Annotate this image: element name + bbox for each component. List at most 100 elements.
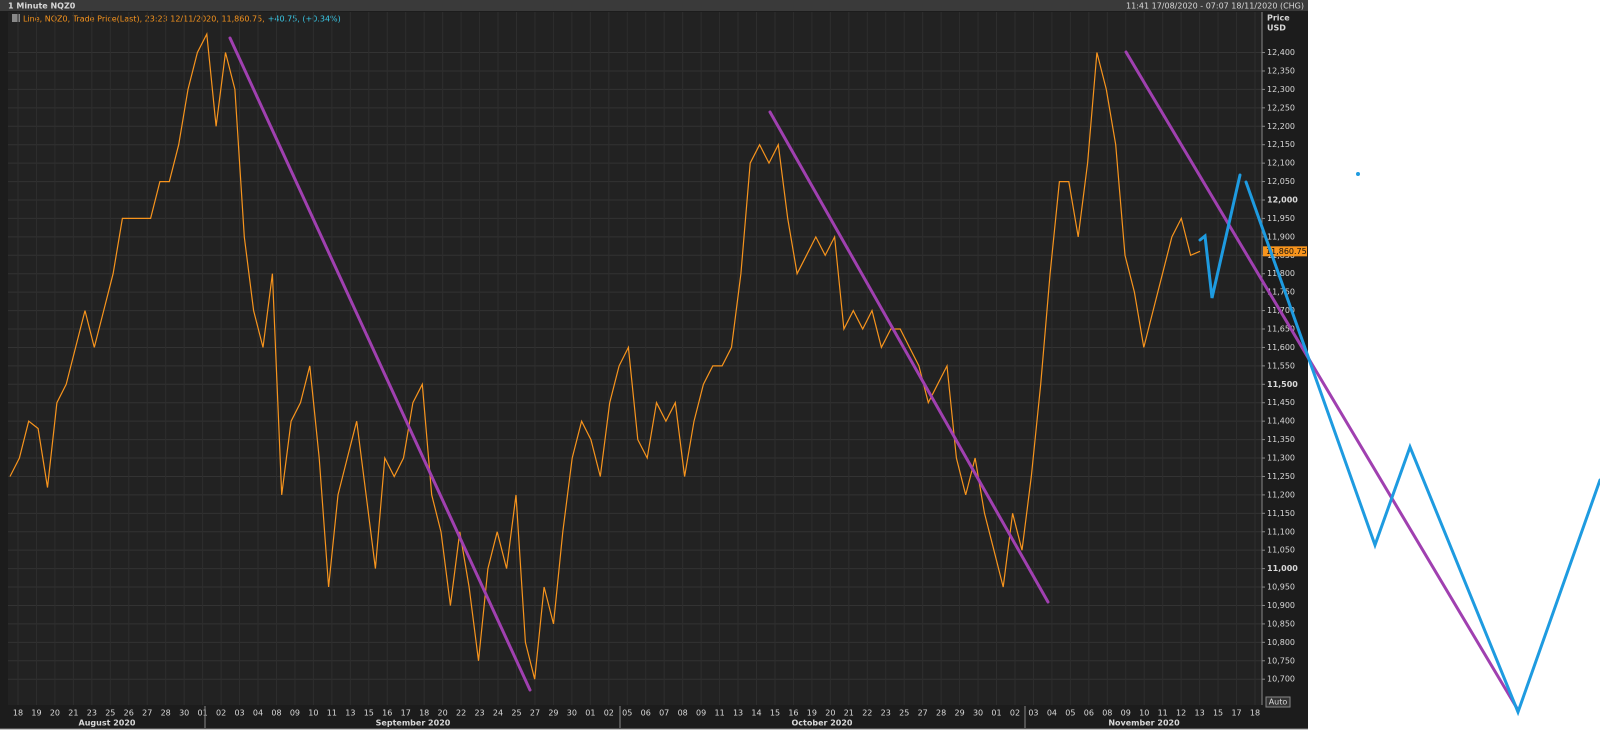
x-tick-label: 13	[345, 709, 355, 718]
projection-dot	[1356, 172, 1360, 176]
x-tick-label: 20	[50, 709, 60, 718]
y-tick-label: 12,150	[1267, 140, 1295, 149]
change: +40.75, (+0.34%)	[268, 15, 341, 24]
y-tick-label: 10,850	[1267, 619, 1295, 628]
x-tick-label: 08	[678, 709, 688, 718]
x-tick-label: 21	[844, 709, 854, 718]
month-label: November 2020	[1108, 719, 1180, 728]
y-tick-label: 11,800	[1267, 269, 1295, 278]
x-tick-label: 21	[68, 709, 78, 718]
x-tick-label: 06	[641, 709, 651, 718]
last-price-label: 11,860.75	[1266, 247, 1307, 256]
x-tick-label: 25	[105, 709, 115, 718]
y-unit: USD	[1267, 24, 1286, 33]
legend-icon	[12, 14, 20, 22]
annotations	[228, 36, 1600, 717]
x-tick-label: 17	[401, 709, 411, 718]
y-tick-label: 11,150	[1267, 509, 1295, 518]
x-tick-label: 01	[198, 709, 208, 718]
y-tick-label: 10,900	[1267, 601, 1295, 610]
x-tick-label: 18	[1250, 709, 1260, 718]
x-tick-label: 01	[585, 709, 595, 718]
x-tick-label: 29	[955, 709, 965, 718]
x-tick-label: 09	[696, 709, 706, 718]
y-label: Price	[1267, 14, 1290, 23]
x-tick-label: 18	[13, 709, 23, 718]
x-tick-label: 24	[493, 709, 503, 718]
x-tick-label: 23	[881, 709, 891, 718]
x-tick-label: 03	[1028, 709, 1038, 718]
y-tick-label: 12,050	[1267, 177, 1295, 186]
x-tick-label: 22	[862, 709, 872, 718]
legend: Line, NQZ0, Trade Price(Last), 23:23 12/…	[23, 15, 265, 24]
y-tick-label: 11,250	[1267, 472, 1295, 481]
x-tick-label: 18	[419, 709, 429, 718]
y-tick-label: 11,350	[1267, 435, 1295, 444]
x-tick-label: 04	[1047, 709, 1057, 718]
x-tick-label: 11	[327, 709, 337, 718]
y-tick-label: 12,300	[1267, 85, 1295, 94]
y-tick-label: 11,950	[1267, 214, 1295, 223]
chart-title: 1 Minute NQZ0	[8, 2, 76, 11]
x-tick-label: 15	[364, 709, 374, 718]
y-tick-label: 11,000	[1267, 564, 1298, 573]
auto-button-label[interactable]: Auto	[1269, 698, 1288, 707]
y-tick-label: 11,600	[1267, 343, 1295, 352]
y-tick-label: 11,550	[1267, 361, 1295, 370]
y-tick-label: 11,100	[1267, 527, 1295, 536]
y-tick-label: 11,900	[1267, 232, 1295, 241]
x-tick-label: 23	[87, 709, 97, 718]
x-tick-label: 15	[770, 709, 780, 718]
x-tick-label: 09	[290, 709, 300, 718]
x-tick-label: 25	[899, 709, 909, 718]
x-tick-label: 11	[1158, 709, 1168, 718]
x-tick-label: 01	[991, 709, 1001, 718]
x-tick-label: 13	[733, 709, 743, 718]
trend-line	[228, 36, 532, 692]
x-tick-label: 04	[253, 709, 263, 718]
y-tick-label: 12,350	[1267, 66, 1295, 75]
x-tick-label: 05	[1065, 709, 1075, 718]
month-label: August 2020	[79, 719, 136, 728]
x-tick-label: 23	[474, 709, 484, 718]
y-tick-label: 11,200	[1267, 490, 1295, 499]
trend-line	[768, 110, 1050, 604]
y-tick-label: 11,300	[1267, 454, 1295, 463]
x-tick-label: 27	[530, 709, 540, 718]
x-tick-label: 30	[179, 709, 189, 718]
y-tick-label: 11,650	[1267, 325, 1295, 334]
x-tick-label: 20	[438, 709, 448, 718]
x-tick-label: 20	[825, 709, 835, 718]
x-tick-label: 25	[511, 709, 521, 718]
month-label: October 2020	[791, 719, 852, 728]
y-tick-label: 11,400	[1267, 417, 1295, 426]
x-tick-label: 08	[1102, 709, 1112, 718]
x-tick-label: 07	[659, 709, 669, 718]
title-bar	[0, 0, 1308, 11]
x-tick-label: 08	[271, 709, 281, 718]
x-tick-label: 29	[548, 709, 558, 718]
x-tick-label: 02	[216, 709, 226, 718]
y-tick-label: 10,700	[1267, 675, 1295, 684]
x-tick-label: 05	[622, 709, 632, 718]
x-tick-label: 16	[382, 709, 392, 718]
x-tick-label: 30	[973, 709, 983, 718]
x-tick-label: 10	[308, 709, 318, 718]
x-tick-label: 10	[1139, 709, 1149, 718]
x-tick-label: 22	[456, 709, 466, 718]
x-tick-label: 17	[1231, 709, 1241, 718]
projection-line	[1198, 173, 1242, 299]
x-tick-label: 26	[124, 709, 134, 718]
auto-button[interactable]	[1265, 696, 1291, 708]
y-tick-label: 10,800	[1267, 638, 1295, 647]
x-tick-label: 12	[1176, 709, 1186, 718]
price-line	[9, 32, 1201, 680]
y-tick-label: 10,750	[1267, 656, 1295, 665]
x-tick-label: 11	[714, 709, 724, 718]
x-tick-label: 30	[567, 709, 577, 718]
x-tick-label: 28	[936, 709, 946, 718]
x-tick-label: 16	[788, 709, 798, 718]
y-tick-label: 12,000	[1267, 195, 1298, 204]
y-tick-label: 12,100	[1267, 159, 1295, 168]
